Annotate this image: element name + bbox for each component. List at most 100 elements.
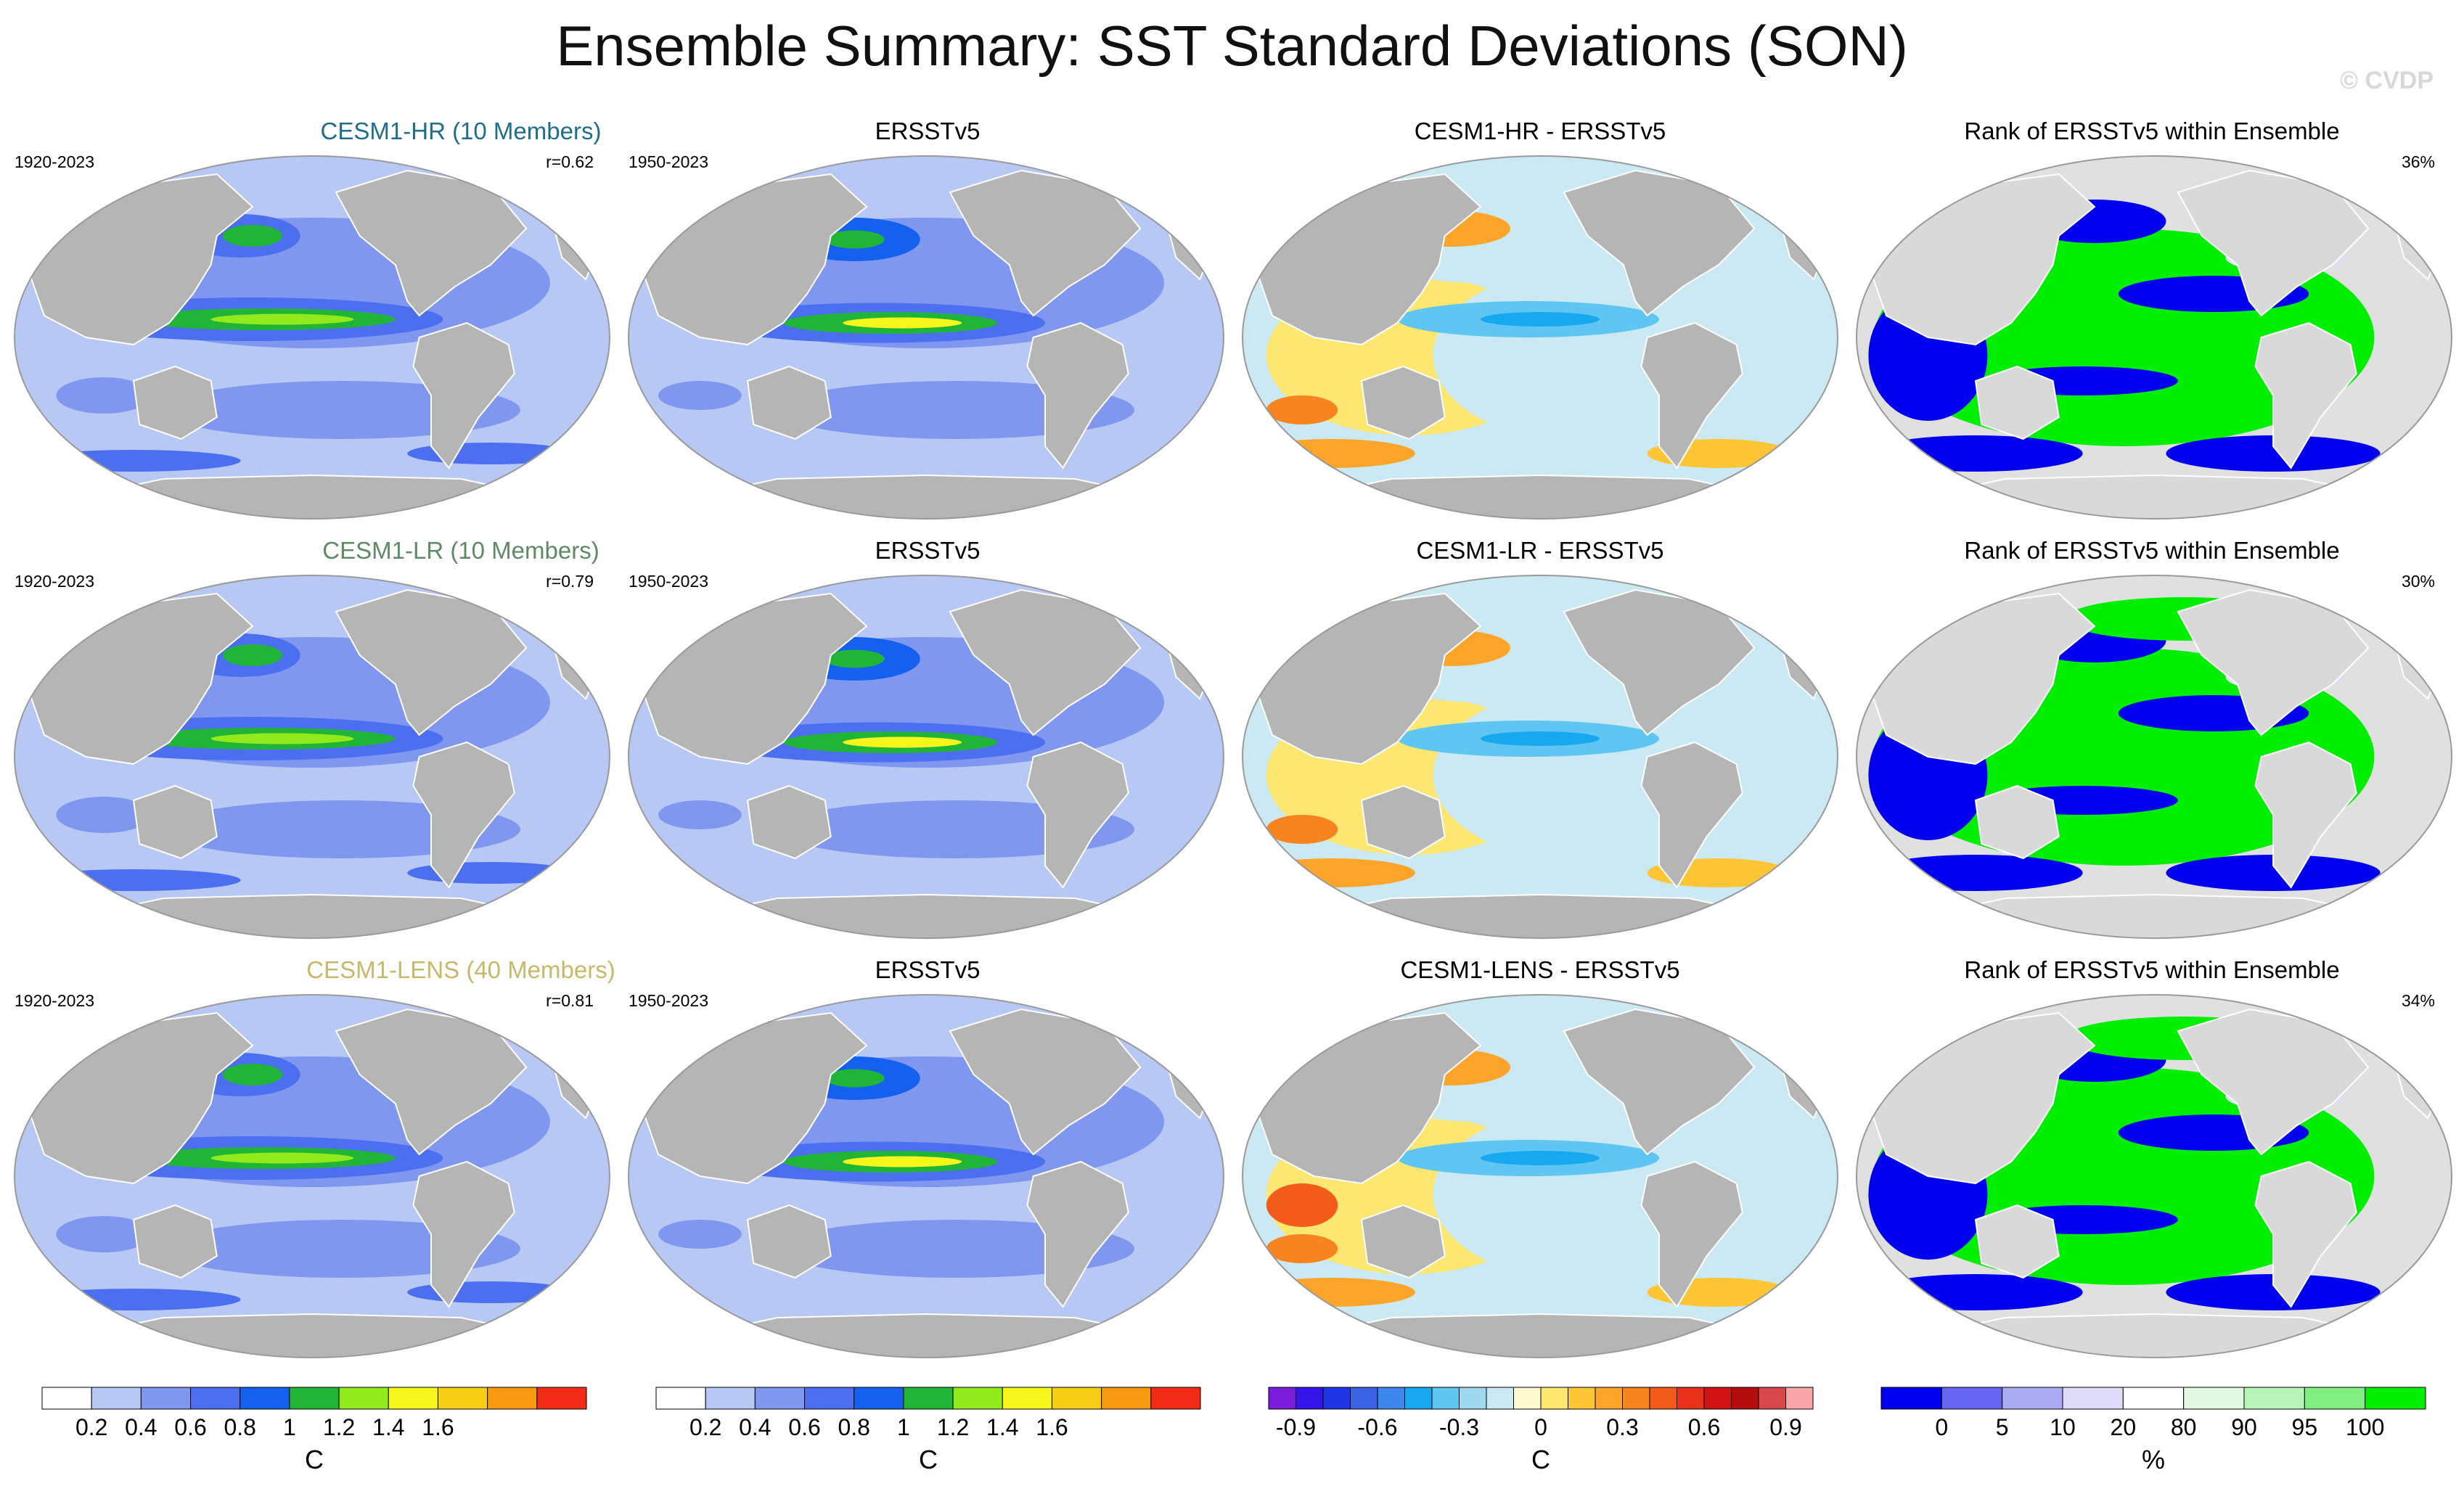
colorbar-swatch bbox=[1459, 1387, 1487, 1410]
colorbar-swatch bbox=[754, 1387, 806, 1410]
colorbar-swatch bbox=[903, 1387, 954, 1410]
period-model-lens: 1920-2023 bbox=[15, 991, 94, 1010]
land-australia bbox=[1360, 1204, 1446, 1279]
map-outline bbox=[628, 994, 1224, 1358]
map-rank-hr bbox=[1856, 155, 2452, 520]
colorbar-swatch bbox=[1731, 1387, 1759, 1410]
colorbar-swatch bbox=[91, 1387, 142, 1410]
rank-colorbar: 0 5 10 20 80 90 95 100% bbox=[1880, 1387, 2426, 1474]
colorbar-swatch bbox=[1268, 1387, 1296, 1410]
map-outline bbox=[1856, 575, 2452, 939]
colorbar-tick-label: 100 bbox=[2346, 1414, 2384, 1440]
land-samerica bbox=[412, 741, 515, 889]
colorbar-swatch bbox=[1322, 1387, 1351, 1410]
colorbar-swatch bbox=[1002, 1387, 1052, 1410]
map-outline bbox=[1242, 575, 1838, 939]
colorbar-tick-label: 5 bbox=[1996, 1414, 2009, 1440]
colorbar-swatch bbox=[854, 1387, 904, 1410]
colorbar-swatch bbox=[1622, 1387, 1650, 1410]
colorbar-swatch bbox=[41, 1387, 92, 1410]
colorbar-unit: C bbox=[919, 1445, 938, 1474]
rank-pct-hr: 36% bbox=[2401, 152, 2435, 171]
period-obs-hr: 1950-2023 bbox=[629, 152, 708, 171]
colorbar-tick-label: 1.6 bbox=[1036, 1414, 1068, 1440]
panel-title-rank-lens: Rank of ERSSTv5 within Ensemble bbox=[1964, 956, 2340, 983]
colorbar-tick-label: 0.8 bbox=[224, 1414, 255, 1440]
map-outline bbox=[1242, 994, 1838, 1358]
panel-title-obs-lens: ERSSTv5 bbox=[875, 956, 981, 983]
colorbar-tick-label: 1.2 bbox=[323, 1414, 355, 1440]
land-australia bbox=[132, 1204, 218, 1279]
colorbar-swatch bbox=[487, 1387, 538, 1410]
colorbar-swatch bbox=[1051, 1387, 1102, 1410]
colorbar-swatch bbox=[952, 1387, 1003, 1410]
difference-colorbar: -0.9 -0.6 -0.3 0 0.3 0.6 0.9 C bbox=[1268, 1387, 1814, 1474]
correlation-lr: r=0.79 bbox=[546, 572, 594, 591]
land-samerica bbox=[412, 1160, 515, 1308]
colorbar-tick-label: -0.6 bbox=[1357, 1414, 1397, 1440]
period-model-lr: 1920-2023 bbox=[15, 572, 94, 591]
colorbar-swatch bbox=[2304, 1387, 2366, 1410]
colorbar-tick-label: 0.6 bbox=[1688, 1414, 1720, 1440]
correlation-lens: r=0.81 bbox=[546, 991, 594, 1010]
land-samerica bbox=[1640, 321, 1743, 469]
land-australia bbox=[746, 784, 832, 860]
panel-title-obs-lr: ERSSTv5 bbox=[875, 537, 981, 564]
colorbar-tick-label: 0.4 bbox=[739, 1414, 771, 1440]
colorbar-swatch bbox=[536, 1387, 587, 1410]
colorbar-swatch bbox=[1758, 1387, 1786, 1410]
map-outline bbox=[1856, 994, 2452, 1358]
colorbar-swatch bbox=[1785, 1387, 1814, 1410]
colorbar-swatch bbox=[190, 1387, 241, 1410]
colorbar-swatch bbox=[1350, 1387, 1378, 1410]
colorbar-tick-label: 0.9 bbox=[1769, 1414, 1801, 1440]
colorbar-swatch bbox=[1377, 1387, 1405, 1410]
land-samerica bbox=[2254, 1160, 2357, 1308]
land-samerica bbox=[1026, 321, 1129, 469]
colorbar-tick-label: 10 bbox=[2050, 1414, 2076, 1440]
figure-title: Ensemble Summary: SST Standard Deviation… bbox=[556, 14, 1908, 78]
colorbar-swatch bbox=[388, 1387, 438, 1410]
colorbar-swatch bbox=[2365, 1387, 2426, 1410]
colorbar-swatch bbox=[1649, 1387, 1677, 1410]
colorbar-tick-label: 0.2 bbox=[75, 1414, 107, 1440]
colorbar-swatch bbox=[1431, 1387, 1460, 1410]
colorbar-swatch bbox=[1595, 1387, 1623, 1410]
colorbar-tick-label: 0 bbox=[1935, 1414, 1948, 1440]
period-model-hr: 1920-2023 bbox=[15, 152, 94, 171]
colorbar-tick-label: 0.2 bbox=[689, 1414, 721, 1440]
colorbar-tick-label: 0.3 bbox=[1606, 1414, 1638, 1440]
colorbar-tick-label: 1.4 bbox=[986, 1414, 1018, 1440]
map-rank-lens bbox=[1856, 994, 2452, 1358]
colorbar-swatch bbox=[2243, 1387, 2305, 1410]
colorbar-swatch bbox=[1404, 1387, 1433, 1410]
land-samerica bbox=[2254, 321, 2357, 469]
panel-title-model-hr: CESM1-HR (10 Members) bbox=[320, 118, 602, 144]
colorbar-tick-label: 1.4 bbox=[372, 1414, 404, 1440]
colorbar-tick-label: 1.6 bbox=[422, 1414, 454, 1440]
colorbar-tick-label: 0.8 bbox=[838, 1414, 869, 1440]
colorbar-unit: C bbox=[1531, 1445, 1550, 1474]
panel-title-rank-lr: Rank of ERSSTv5 within Ensemble bbox=[1964, 537, 2340, 564]
colorbar-tick-label: 0.4 bbox=[125, 1414, 157, 1440]
colorbar-swatch bbox=[240, 1387, 290, 1410]
colorbar-swatch bbox=[289, 1387, 340, 1410]
colorbar-swatch bbox=[140, 1387, 192, 1410]
colorbar-tick-label: 1.2 bbox=[937, 1414, 969, 1440]
colorbar-swatch bbox=[338, 1387, 389, 1410]
map-outline bbox=[628, 575, 1224, 939]
colorbar-swatch bbox=[1677, 1387, 1705, 1410]
land-australia bbox=[1360, 365, 1446, 440]
std-colorbar-obs: 0.2 0.4 0.6 0.8 1 1.2 1.4 1.6 C bbox=[655, 1387, 1201, 1474]
colorbar-tick-label: 95 bbox=[2292, 1414, 2318, 1440]
land-samerica bbox=[412, 321, 515, 469]
colorbar-tick-label: 0 bbox=[1534, 1414, 1547, 1440]
colorbar-swatch bbox=[1540, 1387, 1568, 1410]
colorbar-swatch bbox=[1880, 1387, 1942, 1410]
panel-title-diff-lens: CESM1-LENS - ERSSTv5 bbox=[1400, 956, 1680, 983]
map-outline bbox=[14, 155, 610, 520]
colorbar-swatch bbox=[2062, 1387, 2124, 1410]
